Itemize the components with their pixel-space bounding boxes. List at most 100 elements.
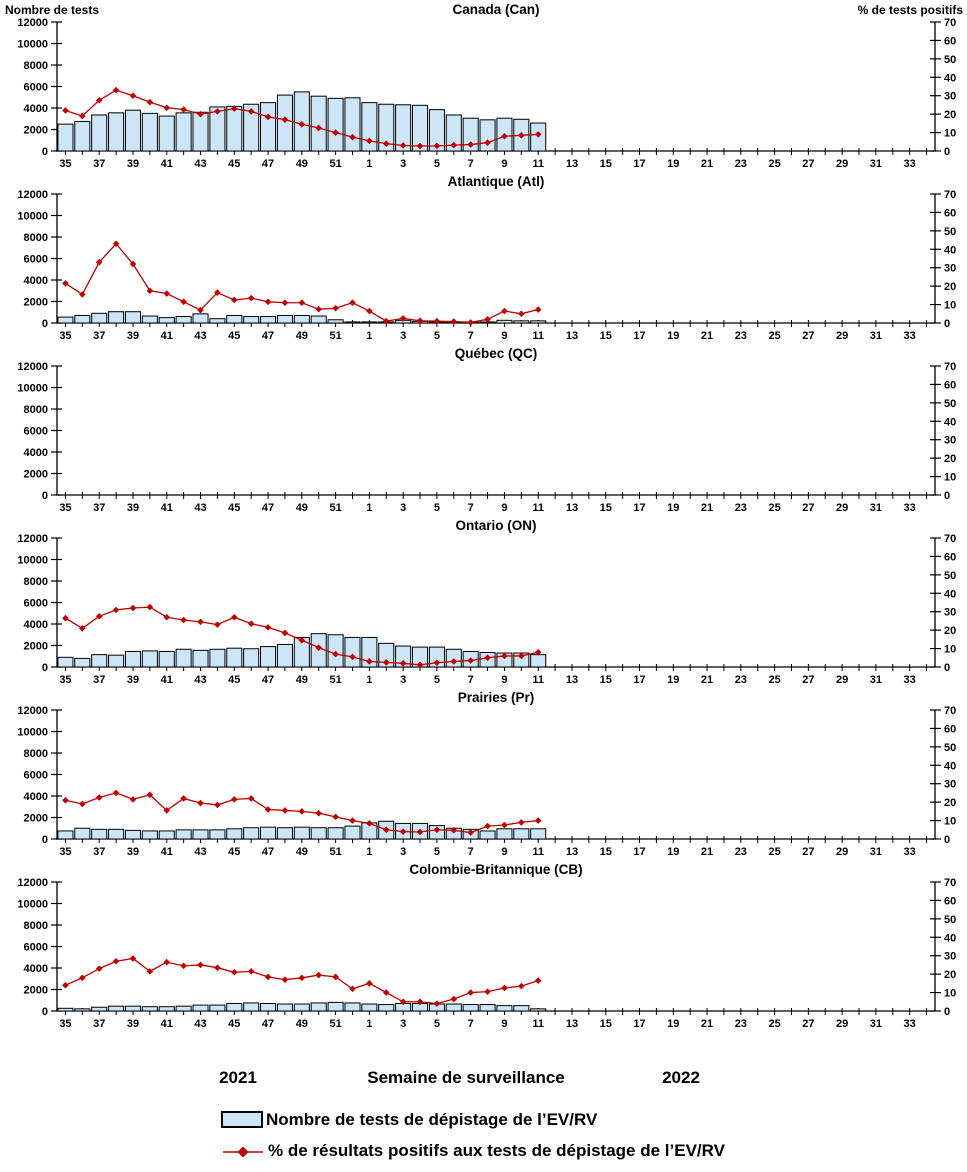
bar: [124, 829, 142, 840]
bar: [175, 1005, 192, 1012]
pct-point: [315, 124, 323, 132]
pct-point: [467, 989, 474, 996]
left-tick-label: 4000: [24, 963, 48, 975]
x-tick-label: 45: [228, 158, 240, 170]
x-tick-label: 3: [400, 674, 406, 686]
bar: [57, 1007, 74, 1012]
left-tick-label: 6000: [24, 942, 48, 954]
right-tick-label: 40: [944, 760, 956, 772]
x-tick-label: 37: [93, 674, 105, 686]
right-tick-label: 50: [944, 742, 956, 754]
left-tick-label: 10000: [17, 383, 48, 395]
left-tick-label: 8000: [24, 576, 48, 588]
x-tick-label: 39: [127, 158, 139, 170]
legend: Nombre de tests de dépistage de l’EV/RV …: [221, 1104, 725, 1166]
right-tick-label: 30: [944, 607, 956, 619]
pct-point: [230, 296, 238, 304]
x-tick-label: 25: [768, 846, 780, 858]
x-tick-label: 23: [735, 1018, 747, 1030]
bar: [124, 650, 142, 668]
left-tick-label: 10000: [17, 555, 48, 567]
right-tick-label: 60: [944, 551, 956, 563]
x-tick-label: 19: [667, 502, 679, 514]
bar: [276, 94, 293, 152]
x-tick-label: 47: [262, 846, 274, 858]
right-tick-label: 20: [944, 281, 956, 293]
x-tick-label: 21: [701, 674, 713, 686]
x-tick-label: 37: [93, 158, 105, 170]
x-tick-label: 51: [329, 846, 341, 858]
pct-point: [264, 806, 272, 813]
pct-point: [382, 826, 390, 834]
x-tick-label: 1: [366, 1018, 372, 1030]
pct-point: [146, 791, 154, 799]
footer: 2021 Semaine de surveillance 2022 Nombre…: [0, 1052, 967, 1172]
bar: [395, 104, 412, 152]
x-tick-label: 23: [735, 846, 747, 858]
left-tick-label: 8000: [24, 920, 48, 932]
x-tick-label: 25: [768, 1018, 780, 1030]
right-tick-label: 10: [944, 300, 956, 312]
bar: [276, 827, 293, 840]
pct-point: [484, 822, 491, 830]
pct-point: [95, 794, 103, 801]
x-tick-label: 47: [262, 330, 274, 342]
right-tick-label: 0: [944, 490, 950, 502]
pct-point: [467, 141, 474, 148]
pct-point: [416, 998, 424, 1006]
bar: [378, 1004, 395, 1012]
right-tick-label: 20: [944, 797, 956, 809]
right-tick-label: 30: [944, 91, 956, 103]
x-tick-label: 29: [836, 1018, 848, 1030]
pct-point: [501, 652, 508, 660]
x-axis-title: Semaine de surveillance: [367, 1068, 565, 1087]
x-tick-label: 3: [400, 158, 406, 170]
bar: [57, 656, 74, 668]
pct-point: [399, 998, 407, 1006]
bar: [327, 1001, 344, 1012]
pct-point: [450, 995, 458, 1003]
right-tick-label: 0: [944, 318, 950, 330]
left-tick-label: 0: [42, 1006, 48, 1018]
charts: Canada (Can) 0 2000 4000 6000 8000 10000 12000 0…: [17, 2, 956, 1030]
pct-point: [315, 305, 323, 313]
left-tick-label: 0: [42, 834, 48, 846]
pct-point: [230, 969, 238, 976]
x-tick-label: 27: [802, 502, 814, 514]
bar: [496, 828, 513, 840]
bar: [226, 1002, 243, 1012]
x-tick-label: 45: [228, 502, 240, 514]
pct-point: [399, 660, 407, 667]
x-tick-label: 23: [735, 502, 747, 514]
bar: [479, 830, 496, 840]
x-tick-label: 33: [904, 330, 916, 342]
pct-point: [230, 613, 238, 621]
pct-point: [518, 132, 525, 139]
bar: [327, 319, 344, 324]
right-tick-label: 70: [944, 533, 956, 545]
right-tick-label: 40: [944, 244, 956, 256]
x-tick-label: 5: [434, 1018, 440, 1030]
pct-point: [518, 819, 525, 826]
bar: [445, 648, 462, 668]
left-tick-label: 2000: [24, 469, 48, 481]
pct-point: [281, 299, 289, 307]
left-tick-label: 12000: [17, 189, 48, 201]
x-tick-label: 39: [127, 330, 139, 342]
x-tick-label: 47: [262, 158, 274, 170]
pct-point: [281, 976, 289, 983]
x-tick-label: 19: [667, 674, 679, 686]
bar: [293, 314, 310, 324]
right-tick-label: 50: [944, 54, 956, 66]
pct-point: [112, 86, 120, 94]
bar: [462, 1004, 479, 1012]
bar: [175, 648, 192, 668]
bar: [276, 314, 293, 324]
bar: [192, 313, 209, 324]
bar: [91, 1006, 108, 1012]
pct-point: [467, 657, 474, 664]
x-tick-label: 35: [59, 158, 71, 170]
legend-bar-label: Nombre de tests de dépistage de l’EV/RV: [266, 1109, 598, 1129]
x-tick-label: 47: [262, 1018, 274, 1030]
x-tick-label: 7: [468, 674, 474, 686]
